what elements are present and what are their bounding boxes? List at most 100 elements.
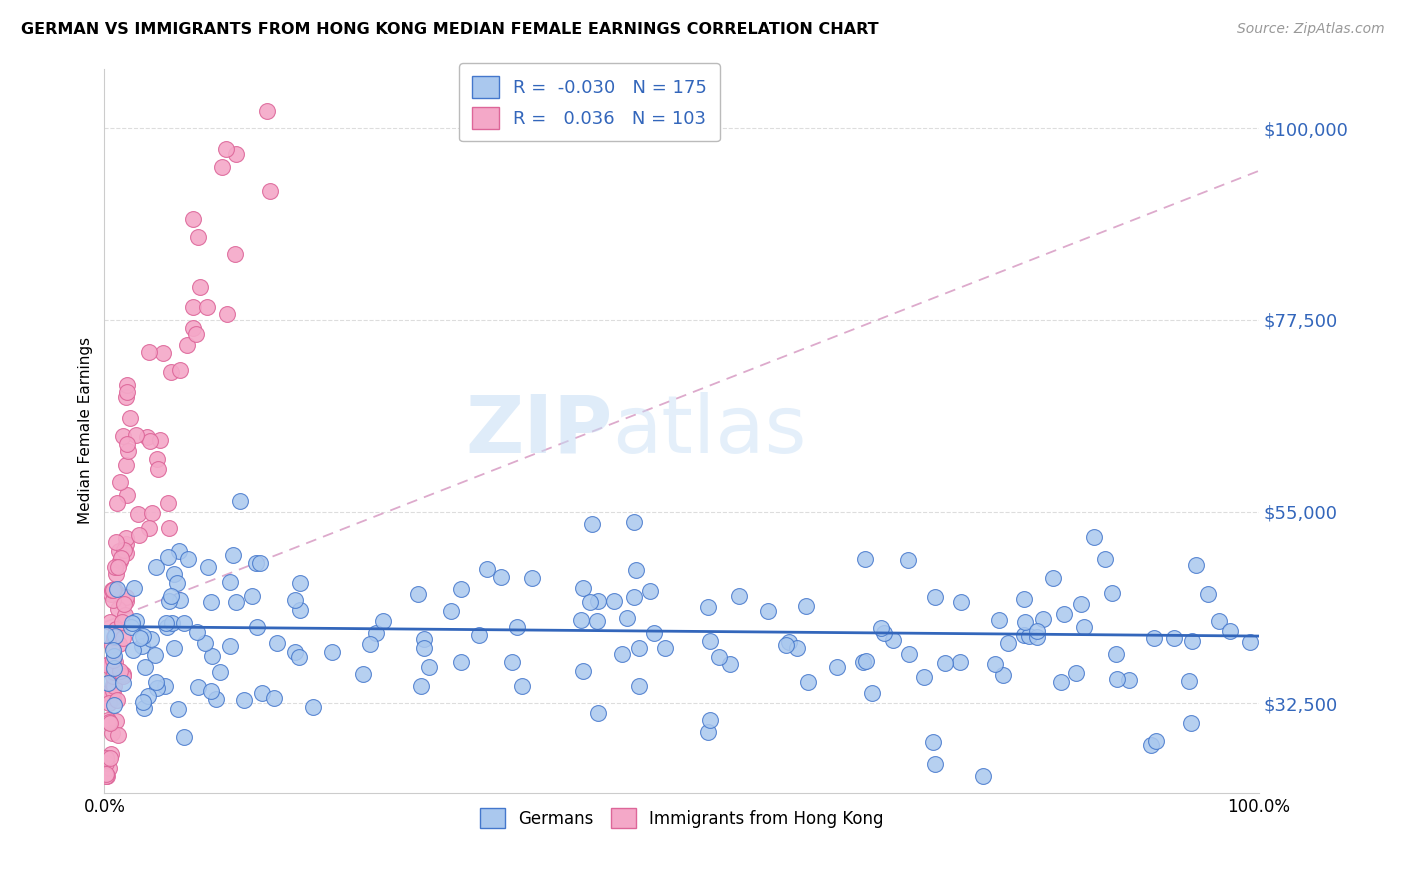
Point [112, 667, 135, 681]
Point [112, 597, 135, 611]
Point [103, 653, 125, 667]
Point [718, 657, 741, 672]
Point [103, 649, 125, 664]
Point [1178, 673, 1201, 688]
Point [187, 229, 209, 244]
Point [200, 684, 222, 698]
Point [643, 626, 665, 640]
Point [1050, 675, 1073, 690]
Point [134, 701, 156, 715]
Point [211, 160, 233, 174]
Point [654, 640, 676, 655]
Point [152, 346, 174, 360]
Point [114, 590, 136, 604]
Point [204, 691, 226, 706]
Point [107, 602, 129, 616]
Text: GERMAN VS IMMIGRANTS FROM HONG KONG MEDIAN FEMALE EARNINGS CORRELATION CHART: GERMAN VS IMMIGRANTS FROM HONG KONG MEDI… [21, 22, 879, 37]
Point [287, 649, 309, 664]
Point [1219, 624, 1241, 639]
Point [623, 516, 645, 530]
Point [1197, 587, 1219, 601]
Point [112, 543, 135, 558]
Point [187, 680, 209, 694]
Point [194, 636, 217, 650]
Point [860, 686, 883, 700]
Point [585, 614, 607, 628]
Point [921, 735, 943, 749]
Point [924, 590, 946, 604]
Point [121, 642, 143, 657]
Point [586, 706, 609, 720]
Point [169, 593, 191, 607]
Point [699, 634, 721, 648]
Point [1143, 631, 1166, 645]
Point [1105, 672, 1128, 686]
Point [912, 670, 935, 684]
Point [134, 659, 156, 673]
Point [117, 444, 139, 458]
Point [98, 751, 121, 765]
Point [98, 715, 121, 730]
Point [897, 553, 920, 567]
Point [128, 528, 150, 542]
Point [364, 625, 387, 640]
Point [146, 681, 169, 695]
Point [107, 559, 129, 574]
Point [115, 536, 138, 550]
Point [266, 636, 288, 650]
Point [96, 766, 118, 780]
Point [897, 647, 920, 661]
Point [489, 570, 512, 584]
Point [160, 365, 183, 379]
Point [1208, 614, 1230, 628]
Point [111, 669, 134, 683]
Point [107, 728, 129, 742]
Point [882, 633, 904, 648]
Point [1181, 634, 1204, 648]
Point [141, 632, 163, 647]
Point [103, 698, 125, 713]
Point [1140, 738, 1163, 752]
Point [572, 664, 595, 678]
Point [1014, 592, 1036, 607]
Point [569, 613, 592, 627]
Point [101, 726, 124, 740]
Point [146, 452, 169, 467]
Point [468, 627, 491, 641]
Point [413, 640, 436, 655]
Point [572, 582, 595, 596]
Point [159, 589, 181, 603]
Point [797, 674, 820, 689]
Point [141, 506, 163, 520]
Point [991, 667, 1014, 681]
Point [288, 603, 311, 617]
Point [105, 622, 128, 636]
Point [450, 582, 472, 597]
Point [1042, 571, 1064, 585]
Point [162, 615, 184, 630]
Point [121, 616, 143, 631]
Point [96, 686, 118, 700]
Point [638, 584, 661, 599]
Point [201, 649, 224, 664]
Point [114, 608, 136, 623]
Point [1026, 631, 1049, 645]
Point [105, 693, 128, 707]
Point [603, 594, 626, 608]
Point [284, 645, 307, 659]
Point [505, 620, 527, 634]
Point [794, 599, 817, 614]
Point [111, 676, 134, 690]
Point [870, 621, 893, 635]
Point [1012, 628, 1035, 642]
Point [697, 724, 720, 739]
Point [122, 582, 145, 596]
Point [1094, 552, 1116, 566]
Point [246, 620, 269, 634]
Point [256, 104, 278, 119]
Point [628, 679, 651, 693]
Point [118, 410, 141, 425]
Point [232, 693, 254, 707]
Point [1083, 530, 1105, 544]
Point [359, 637, 381, 651]
